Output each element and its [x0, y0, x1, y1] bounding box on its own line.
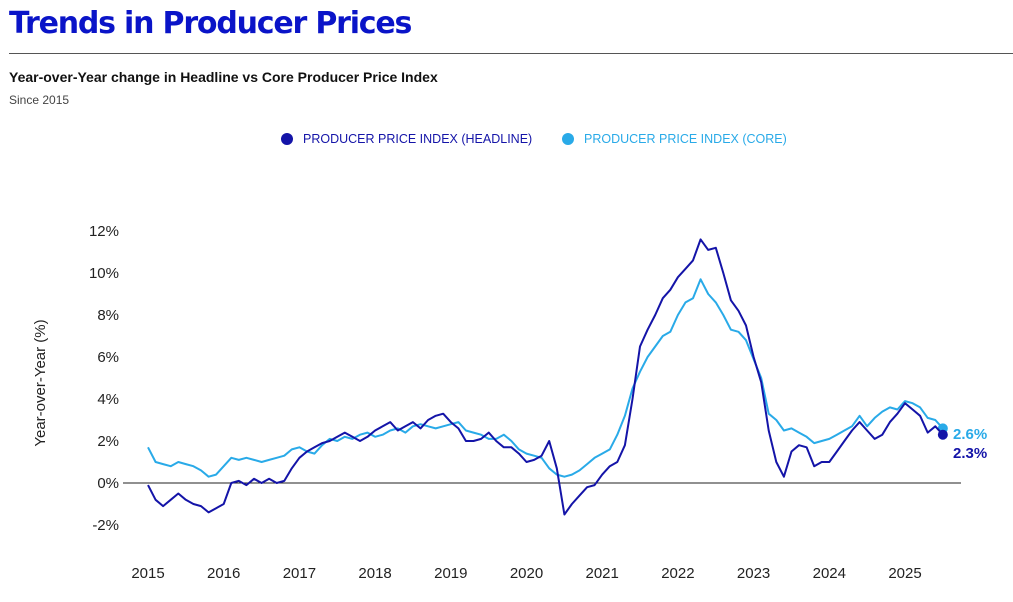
series-layer: 2.6% 2.3% [147, 238, 987, 516]
y-tick-label: 8% [97, 307, 119, 324]
y-axis: -2% 0% 2% 4% 6% 8% 10% 12% [89, 223, 119, 534]
end-value-label-core: 2.6% [953, 426, 987, 443]
x-tick-label: 2022 [661, 565, 694, 582]
end-marker-headline [937, 429, 948, 440]
y-tick-label: 2% [97, 433, 119, 450]
y-tick-label: 6% [97, 349, 119, 366]
series-line-headline [147, 238, 944, 516]
legend-item-headline: PRODUCER PRICE INDEX (HEADLINE) [281, 132, 532, 146]
legend-item-core: PRODUCER PRICE INDEX (CORE) [562, 132, 787, 146]
x-tick-label: 2017 [283, 565, 316, 582]
y-tick-label: 12% [89, 223, 119, 240]
x-axis: 2015 2016 2017 2018 2019 2020 2021 2022 2023 2024… [131, 565, 921, 582]
x-tick-label: 2020 [510, 565, 543, 582]
x-tick-label: 2023 [737, 565, 770, 582]
series-line-core [147, 278, 944, 478]
page-title: Trends in Producer Prices [9, 6, 412, 41]
x-tick-label: 2018 [358, 565, 391, 582]
legend-label-core: PRODUCER PRICE INDEX (CORE) [584, 132, 787, 146]
legend-marker-headline [281, 133, 293, 145]
legend-marker-core [562, 133, 574, 145]
x-tick-label: 2024 [813, 565, 846, 582]
y-axis-label: Year-over-Year (%) [32, 319, 49, 446]
x-tick-label: 2019 [434, 565, 467, 582]
chart-date-note: Since 2015 [9, 93, 70, 107]
y-tick-label: 4% [97, 391, 119, 408]
title-divider [9, 53, 1013, 54]
chart-subtitle: Year-over-Year change in Headline vs Cor… [9, 69, 438, 85]
legend-label-headline: PRODUCER PRICE INDEX (HEADLINE) [303, 132, 533, 146]
x-tick-label: 2016 [207, 565, 240, 582]
x-tick-label: 2015 [131, 565, 164, 582]
end-value-label-headline: 2.3% [953, 445, 987, 462]
chart-legend: PRODUCER PRICE INDEX (HEADLINE) PRODUCER… [0, 132, 1013, 152]
y-tick-label: -2% [92, 517, 119, 534]
y-tick-label: 0% [97, 475, 119, 492]
x-tick-label: 2025 [888, 565, 921, 582]
y-tick-label: 10% [89, 265, 119, 282]
x-tick-label: 2021 [586, 565, 619, 582]
